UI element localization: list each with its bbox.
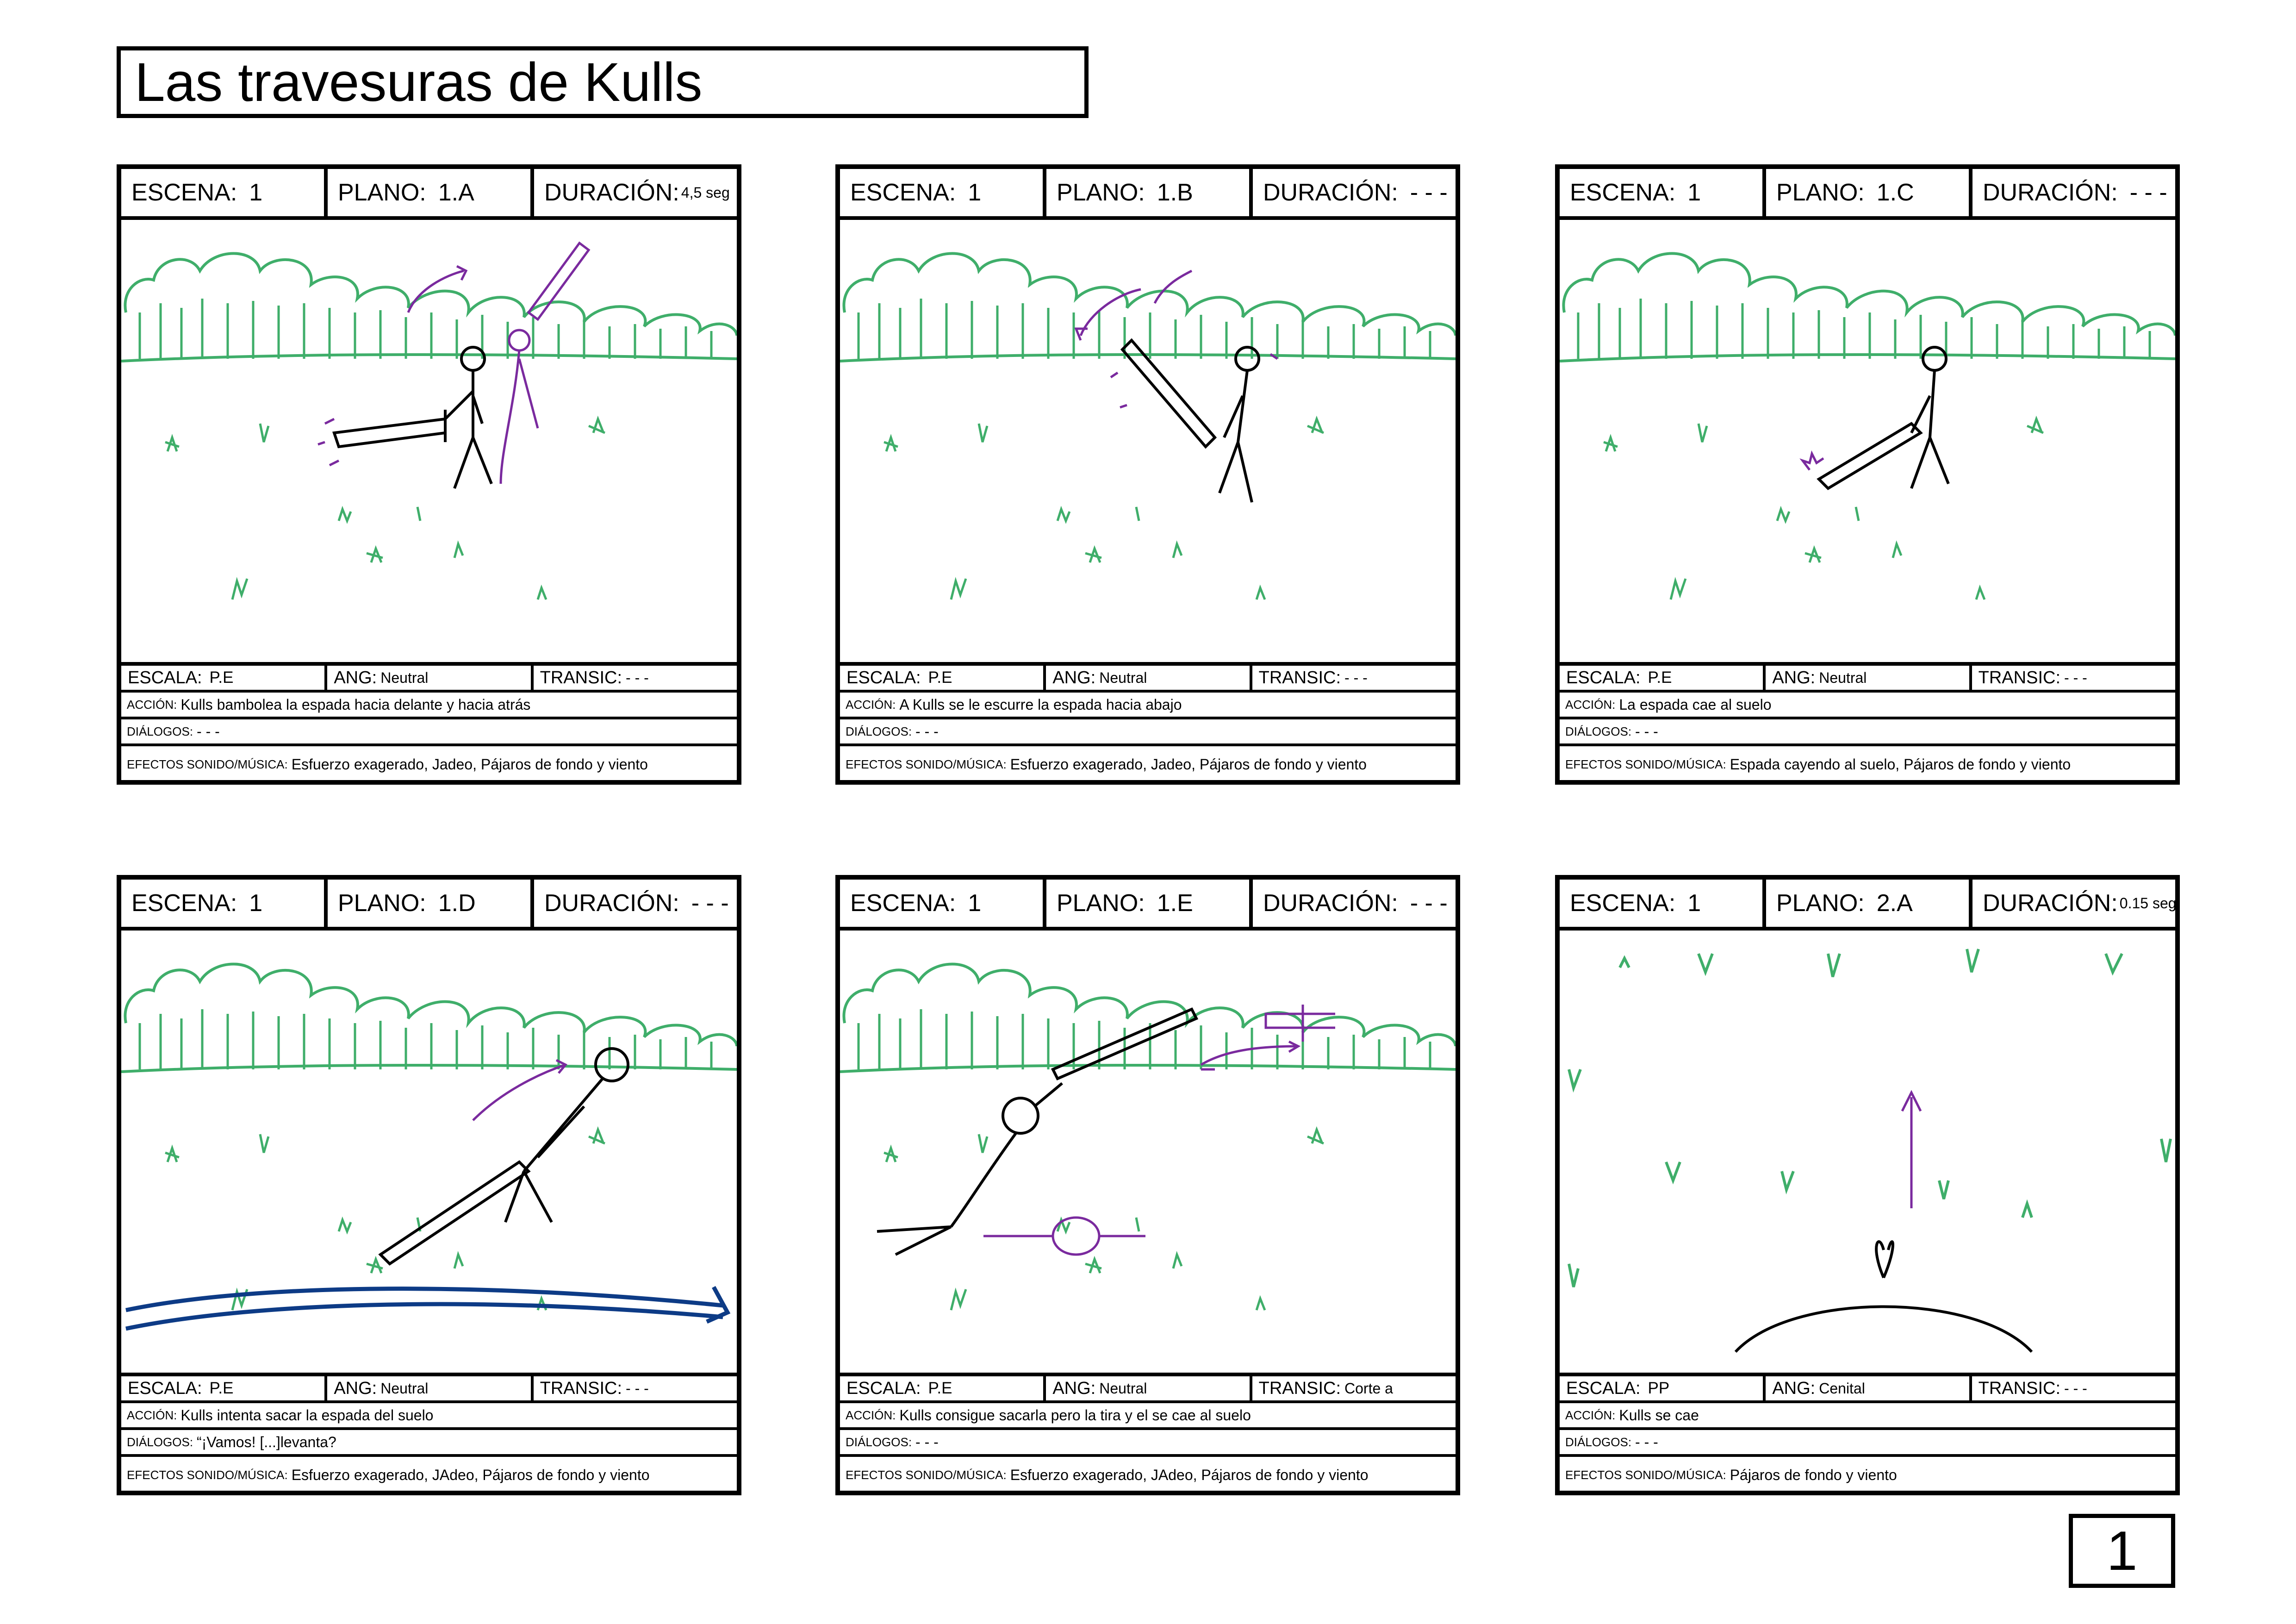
dialogos-row: DIÁLOGOS: - - - [1560,719,2175,746]
panel-header: ESCENA: 1 PLANO: 1.A DURACIÓN: 4,5 seg [121,169,737,220]
efectos-row: EFECTOS SONIDO/MÚSICA: Esfuerzo exagerado… [846,1466,1369,1483]
transic-cell: TRANSIC: - - - [1978,1378,2087,1398]
transic-cell: TRANSIC: - - - [1258,668,1368,687]
panel-header: ESCENA: 1 PLANO: 2.A DURACIÓN: 0.15 seg [1560,880,2175,931]
plano-cell: PLANO: 1.D [328,880,534,927]
accion-row: ACCIÓN: Kulls consigue sacarla pero la ti… [840,1403,1456,1430]
plano-cell: PLANO: 1.E [1046,880,1253,927]
dialogos-row: DIÁLOGOS: “¡Vamos! [...]levanta? [121,1430,737,1457]
panel-drawing [1560,931,2175,1373]
transic-cell: TRANSIC: - - - [540,668,649,687]
tech-row: ESCALA: P.E ANG: Neutral TRANSIC: - - - [121,666,737,693]
panel-1: ESCENA: 1 PLANO: 1.A DURACIÓN: 4,5 seg ESCA… [117,164,741,785]
dialogos-row: DIÁLOGOS: - - - [840,1430,1456,1457]
duracion-cell: DURACIÓN: - - - [1263,890,1448,917]
storyboard-title: Las travesuras de Kulls [117,46,1089,118]
accion-row: ACCIÓN: Kulls se cae [1560,1403,2175,1430]
escena-cell: ESCENA: 1 [121,169,328,216]
panel-drawing [840,931,1456,1373]
panel-drawing [121,931,737,1373]
ang-cell: ANG: Neutral [1046,666,1252,690]
duracion-cell: DURACIÓN: - - - [1263,179,1448,206]
efectos-row: EFECTOS SONIDO/MÚSICA: Esfuerzo exagerado… [846,756,1367,773]
ang-cell: ANG: Neutral [327,1376,534,1400]
escena-cell: ESCENA: 1 [1560,880,1766,927]
escala-cell: ESCALA: PP [1560,1376,1766,1400]
panel-footer: ESCALA: P.E ANG: Neutral TRANSIC: - - - ACC… [840,662,1456,785]
panel-footer: ESCALA: P.E ANG: Neutral TRANSIC: Corte a A… [840,1373,1456,1495]
ang-cell: ANG: Neutral [1046,1376,1252,1400]
escena-cell: ESCENA: 1 [840,169,1046,216]
efectos-row: EFECTOS SONIDO/MÚSICA: Esfuerzo exagerado… [127,1466,650,1483]
accion-row: ACCIÓN: Kulls bambolea la espada hacia de… [121,693,737,719]
duracion-cell: DURACIÓN: - - - [1983,179,2167,206]
escala-cell: ESCALA: P.E [121,1376,328,1400]
ang-cell: ANG: Cenital [1766,1376,1972,1400]
panel-footer: ESCALA: PP ANG: Cenital TRANSIC: - - - ACCI… [1560,1373,2175,1495]
transic-cell: TRANSIC: Corte a [1258,1378,1393,1398]
panel-drawing [840,220,1456,662]
panel-drawing [1560,220,2175,662]
ang-cell: ANG: Neutral [327,666,534,690]
escala-cell: ESCALA: P.E [1560,666,1766,690]
panel-header: ESCENA: 1 PLANO: 1.B DURACIÓN: - - - [840,169,1456,220]
plano-cell: PLANO: 2.A [1766,880,1972,927]
panel-5: ESCENA: 1 PLANO: 1.E DURACIÓN: - - - ESCALA… [835,875,1460,1495]
duracion-cell: DURACIÓN: 0.15 seg [1983,890,2175,917]
plano-cell: PLANO: 1.C [1766,169,1972,216]
accion-row: ACCIÓN: A Kulls se le escurre la espada h… [840,693,1456,719]
panel-header: ESCENA: 1 PLANO: 1.C DURACIÓN: - - - [1560,169,2175,220]
dialogos-row: DIÁLOGOS: - - - [1560,1430,2175,1457]
dialogos-row: DIÁLOGOS: - - - [121,719,737,746]
panel-footer: ESCALA: P.E ANG: Neutral TRANSIC: - - - ACC… [121,1373,737,1495]
transic-cell: TRANSIC: - - - [1978,668,2087,687]
plano-cell: PLANO: 1.B [1046,169,1253,216]
efectos-row: EFECTOS SONIDO/MÚSICA: Pájaros de fondo y… [1565,1466,1897,1483]
transic-cell: TRANSIC: - - - [540,1378,649,1398]
escala-cell: ESCALA: P.E [840,666,1046,690]
escena-cell: ESCENA: 1 [840,880,1046,927]
accion-row: ACCIÓN: La espada cae al suelo [1560,693,2175,719]
panel-header: ESCENA: 1 PLANO: 1.E DURACIÓN: - - - [840,880,1456,931]
page-number: 1 [2069,1514,2175,1588]
panel-6: ESCENA: 1 PLANO: 2.A DURACIÓN: 0.15 seg [1555,875,2180,1495]
ang-cell: ANG: Neutral [1766,666,1972,690]
plano-cell: PLANO: 1.A [328,169,534,216]
tech-row: ESCALA: PP ANG: Cenital TRANSIC: - - - [1560,1376,2175,1403]
panel-footer: ESCALA: P.E ANG: Neutral TRANSIC: - - - ACC… [121,662,737,785]
title-text: Las travesuras de Kulls [135,51,703,113]
panel-2: ESCENA: 1 PLANO: 1.B DURACIÓN: - - - ESCALA… [835,164,1460,785]
escena-cell: ESCENA: 1 [121,880,328,927]
escala-cell: ESCALA: P.E [840,1376,1046,1400]
efectos-row: EFECTOS SONIDO/MÚSICA: Espada cayendo al … [1565,756,2071,773]
panel-4: ESCENA: 1 PLANO: 1.D DURACIÓN: - - - ESCALA… [117,875,741,1495]
panel-drawing [121,220,737,662]
tech-row: ESCALA: P.E ANG: Neutral TRANSIC: Corte a [840,1376,1456,1403]
panel-footer: ESCALA: P.E ANG: Neutral TRANSIC: - - - ACC… [1560,662,2175,785]
tech-row: ESCALA: P.E ANG: Neutral TRANSIC: - - - [840,666,1456,693]
tech-row: ESCALA: P.E ANG: Neutral TRANSIC: - - - [1560,666,2175,693]
panel-header: ESCENA: 1 PLANO: 1.D DURACIÓN: - - - [121,880,737,931]
tech-row: ESCALA: P.E ANG: Neutral TRANSIC: - - - [121,1376,737,1403]
escena-cell: ESCENA: 1 [1560,169,1766,216]
escala-cell: ESCALA: P.E [121,666,328,690]
efectos-row: EFECTOS SONIDO/MÚSICA: Esfuerzo exagerado… [127,756,648,773]
duracion-cell: DURACIÓN: 4,5 seg [544,179,730,206]
panel-3: ESCENA: 1 PLANO: 1.C DURACIÓN: - - - ESCALA… [1555,164,2180,785]
dialogos-row: DIÁLOGOS: - - - [840,719,1456,746]
duracion-cell: DURACIÓN: - - - [544,890,729,917]
accion-row: ACCIÓN: Kulls intenta sacar la espada del… [121,1403,737,1430]
